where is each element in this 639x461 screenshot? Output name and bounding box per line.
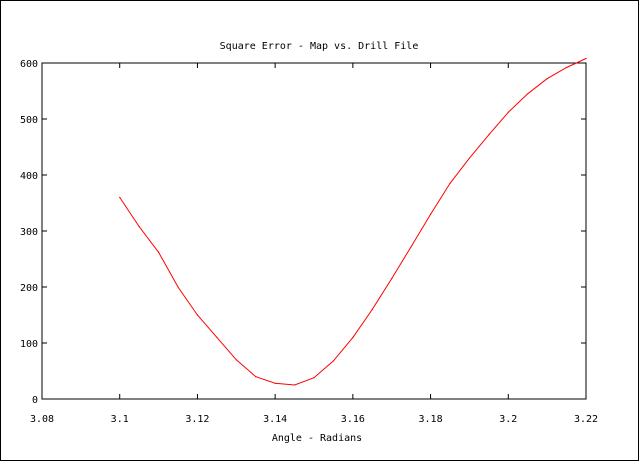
x-tick-label: 3.16	[341, 414, 365, 425]
x-axis-label: Angle - Radians	[272, 433, 362, 444]
data-point	[565, 66, 568, 69]
chart-title: Square Error - Map vs. Drill File	[220, 41, 419, 52]
data-point	[119, 196, 121, 198]
data-point	[216, 336, 218, 338]
series-layer	[119, 57, 587, 386]
x-tick-label: 3.12	[185, 414, 209, 425]
data-point	[177, 286, 179, 288]
x-tick-label: 3.2	[499, 414, 517, 425]
data-point	[293, 384, 296, 386]
data-point	[235, 359, 237, 361]
y-tick-label: 300	[20, 227, 38, 238]
data-point	[429, 213, 432, 215]
data-point	[507, 111, 509, 113]
data-point	[391, 278, 393, 280]
data-point	[546, 78, 548, 80]
x-axis: 3.08 3.1 3.12 3.14 3.16 3.18 3.2 3.22	[30, 63, 598, 425]
series-line	[119, 58, 587, 386]
x-tick-label: 3.14	[263, 414, 287, 425]
y-tick-label: 600	[20, 59, 38, 70]
data-point	[332, 360, 335, 362]
data-point	[157, 251, 160, 253]
y-tick-label: 200	[20, 283, 38, 294]
y-tick-label: 400	[20, 171, 38, 182]
y-tick-label: 500	[20, 115, 38, 126]
x-tick-label: 3.18	[419, 414, 443, 425]
data-point	[371, 308, 373, 310]
x-tick-label: 3.22	[574, 414, 598, 425]
data-point	[352, 336, 354, 338]
data-point	[138, 225, 140, 228]
data-point	[196, 314, 199, 316]
data-point	[410, 246, 412, 248]
y-tick-label: 0	[32, 395, 38, 406]
data-point	[585, 57, 587, 60]
x-tick-label: 3.08	[30, 414, 54, 425]
data-point	[468, 157, 471, 159]
y-tick-label: 100	[20, 339, 38, 350]
data-point	[488, 134, 490, 136]
plot-area	[41, 62, 587, 400]
x-tick-label: 3.1	[111, 414, 129, 425]
data-point	[449, 182, 451, 184]
data-point	[255, 376, 257, 378]
data-point	[527, 93, 529, 95]
data-point	[274, 382, 276, 384]
y-axis: 0 100 200 300 400 500 600	[20, 59, 586, 406]
data-point	[313, 377, 315, 379]
